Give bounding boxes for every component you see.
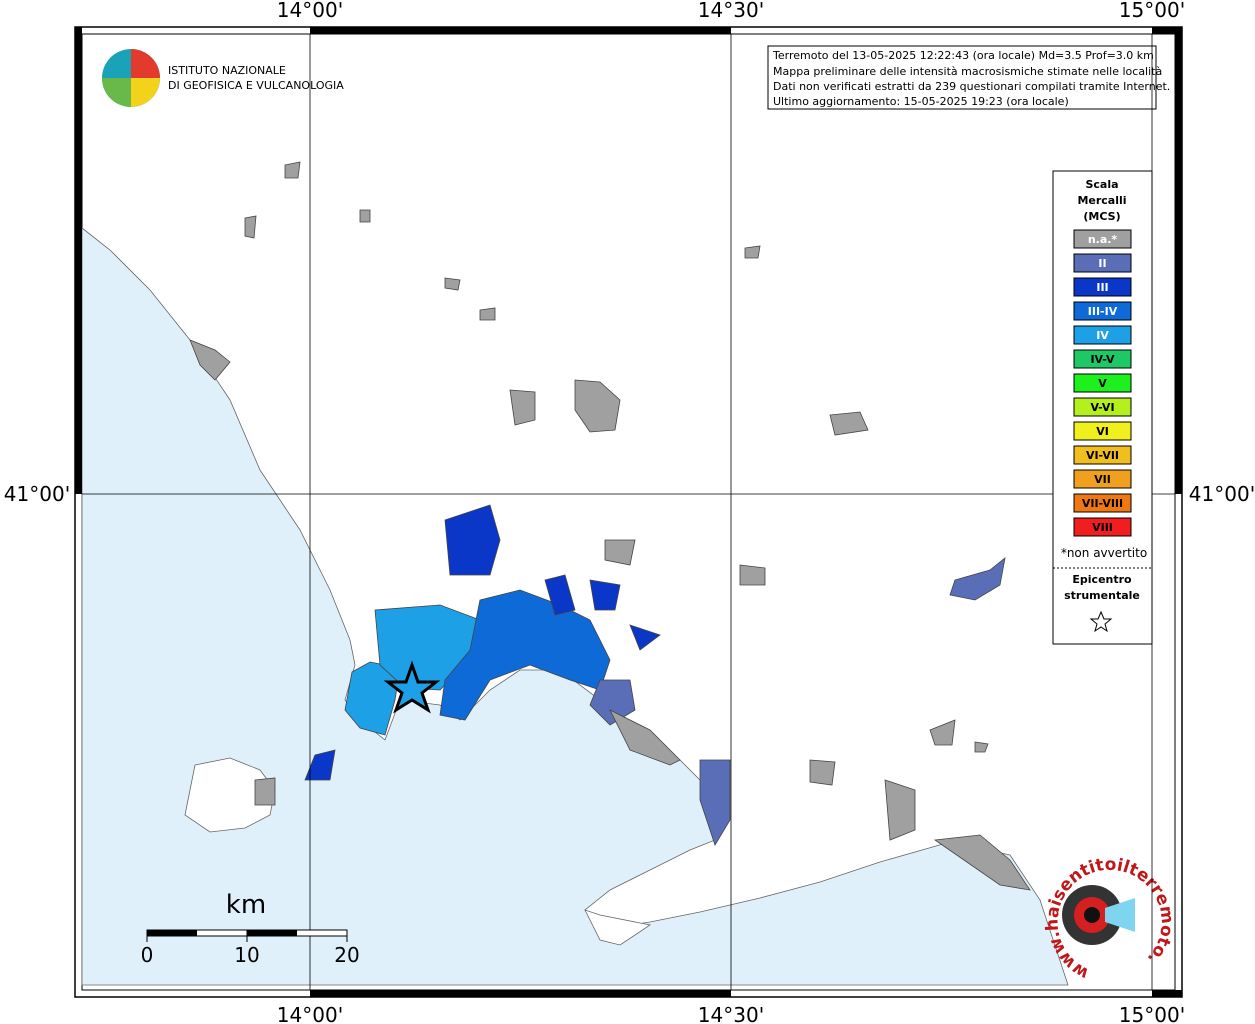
legend-swatch xyxy=(1073,325,1132,345)
info-line: Terremoto del 13-05-2025 12:22:43 (ora l… xyxy=(772,49,1154,62)
scale-tick-label: 10 xyxy=(234,943,259,967)
peninsula xyxy=(584,909,652,946)
lat-tick-label: 41°00' xyxy=(1189,482,1255,506)
logo-segment xyxy=(131,49,160,78)
border-bar xyxy=(1175,27,1182,494)
legend-title: Scala xyxy=(1085,178,1118,191)
legend-label: III-IV xyxy=(1088,305,1118,318)
lat-tick-label: 41°00' xyxy=(4,482,70,506)
border-bar xyxy=(75,27,82,494)
region-iii xyxy=(544,574,661,651)
legend-swatch xyxy=(1073,445,1132,465)
logo-segment xyxy=(102,78,131,107)
region-ii xyxy=(949,557,1006,601)
watermark-icon xyxy=(1105,898,1135,932)
legend-swatch xyxy=(1073,301,1132,321)
lon-tick-label: 14°30' xyxy=(698,0,764,22)
region-na xyxy=(189,161,989,753)
legend-label: II xyxy=(1098,257,1106,270)
info-box: Terremoto del 13-05-2025 12:22:43 (ora l… xyxy=(767,45,1170,110)
legend-swatch xyxy=(1073,373,1132,393)
region-iii xyxy=(444,504,501,576)
legend-swatch xyxy=(1073,493,1132,513)
scale-unit: km xyxy=(226,890,266,920)
legend-label: VIII xyxy=(1092,521,1113,534)
lon-tick-label: 15°00' xyxy=(1119,0,1185,22)
legend-star xyxy=(1089,610,1113,633)
legend-swatch xyxy=(1073,277,1132,297)
border-bar xyxy=(310,990,731,997)
legend-swatch xyxy=(1073,421,1132,441)
legend-title: (MCS) xyxy=(1083,210,1120,223)
legend-label: IV-V xyxy=(1090,353,1115,366)
scale-bar: km 0 10 20 xyxy=(141,890,360,967)
region-na xyxy=(609,709,681,766)
legend-swatch xyxy=(1073,397,1132,417)
region-iii xyxy=(304,749,336,781)
legend-epicenter: strumentale xyxy=(1064,589,1140,602)
legend-label: III xyxy=(1096,281,1108,294)
watermark-icon xyxy=(1084,907,1100,923)
border-bar xyxy=(310,27,731,34)
lon-tick-label: 15°00' xyxy=(1119,1003,1185,1024)
legend-swatch xyxy=(1073,229,1132,249)
epicenter-star xyxy=(383,660,441,714)
legend-label: VI xyxy=(1096,425,1109,438)
info-box-frame xyxy=(767,45,1157,110)
legend-label: VII-VIII xyxy=(1082,497,1123,510)
ischia xyxy=(184,757,276,833)
logo-segment xyxy=(131,78,160,107)
border-bar xyxy=(1152,27,1182,34)
legend-swatch xyxy=(1073,253,1132,273)
legend-label: V xyxy=(1098,377,1107,390)
legend-swatch xyxy=(1073,349,1132,369)
legend: Scala Mercalli (MCS) *non avvertito Epic… xyxy=(1052,170,1153,645)
region-iv xyxy=(344,661,401,736)
lon-tick-label: 14°00' xyxy=(277,0,343,22)
info-line: Ultimo aggiornamento: 15-05-2025 19:23 (… xyxy=(773,95,1069,108)
lon-tick-label: 14°00' xyxy=(277,1003,343,1024)
scale-bar-segment xyxy=(147,930,197,936)
legend-note: *non avvertito xyxy=(1061,546,1147,560)
legend-epicenter: Epicentro xyxy=(1072,573,1132,586)
legend-label: n.a.* xyxy=(1088,233,1118,246)
info-line: Mappa preliminare delle intensità macros… xyxy=(773,65,1162,78)
legend-swatch xyxy=(1073,517,1132,537)
legend-label: IV xyxy=(1096,329,1109,342)
scale-tick-label: 0 xyxy=(141,943,154,967)
logo-text: DI GEOFISICA E VULCANOLOGIA xyxy=(168,79,344,92)
region-na xyxy=(254,379,1031,891)
scale-tick-label: 20 xyxy=(334,943,359,967)
border-bar xyxy=(1152,990,1182,997)
info-line: Dati non verificati estratti da 239 ques… xyxy=(773,80,1170,93)
legend-label: V-VI xyxy=(1090,401,1114,414)
region-ii xyxy=(699,759,731,846)
legend-label: VII xyxy=(1094,473,1111,486)
legend-label: VI-VII xyxy=(1086,449,1119,462)
logo-text: ISTITUTO NAZIONALE xyxy=(168,64,286,77)
border-bars xyxy=(75,27,1182,997)
scale-bar-segment xyxy=(247,930,297,936)
legend-title: Mercalli xyxy=(1077,194,1126,207)
ingv-logo: ISTITUTO NAZIONALE DI GEOFISICA E VULCAN… xyxy=(102,49,344,107)
legend-swatch xyxy=(1073,469,1132,489)
lon-tick-label: 14°30' xyxy=(698,1003,764,1024)
